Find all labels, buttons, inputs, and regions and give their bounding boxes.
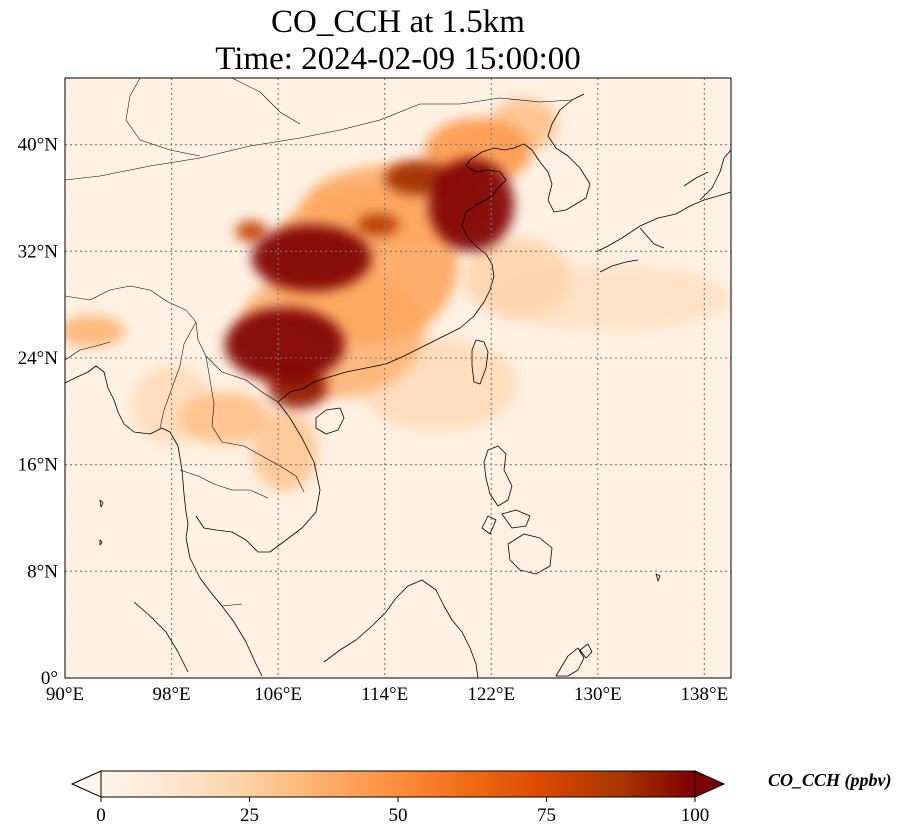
lat-tick-8: 8°N [27,561,58,582]
lat-lon-gridlines [65,78,731,678]
colorbar: 0 25 50 75 100 [70,770,726,826]
colorbar-tick-25: 25 [240,805,259,826]
colorbar-tick-0: 0 [96,805,106,826]
colorbar-ticks: 0 25 50 75 100 [96,797,709,826]
map-panel[interactable] [58,77,732,679]
lat-tick-40: 40°N [18,135,59,156]
philippines-mindanao [507,533,553,575]
plume-17 [224,307,345,382]
lon-tick-130: 130°E [574,684,622,705]
title-variable-line: CO_CCH at 1.5km [271,4,525,40]
latitude-tick-labels: 0° 8°N 16°N 24°N 32°N 40°N [18,135,59,689]
lon-tick-106: 106°E [254,684,302,705]
lat-tick-16: 16°N [18,455,59,476]
plume-18 [428,158,514,252]
political-borders [65,78,573,607]
plume-6 [178,391,272,445]
title-time-line: Time: 2024-02-09 15:00:00 [215,41,581,77]
hainan-island [315,407,345,435]
colorbar-gradient [100,770,696,798]
philippines-visayas [481,509,531,535]
philippines-luzon [483,445,513,507]
colorbar-tick-75: 75 [537,805,556,826]
borneo-coastline [323,579,479,678]
lon-tick-114: 114°E [361,684,408,705]
lon-tick-138: 138°E [681,684,729,705]
taiwan-island [471,339,489,385]
indochina-east-coastline [195,93,591,553]
colorbar-min-extension [70,770,102,798]
lon-tick-90: 90°E [46,684,84,705]
colorbar-max-extension [694,770,726,798]
coastlines-and-borders [65,78,731,678]
colorbar-tick-50: 50 [389,805,408,826]
plume-8 [65,315,125,348]
longitude-tick-labels: 90°E 98°E 106°E 114°E 122°E 130°E 138°E [46,684,728,705]
map-title: CO_CCH at 1.5km Time: 2024-02-09 15:00:0… [65,4,731,78]
plume-4 [251,411,319,492]
japan-coastline [595,149,731,273]
sumatra-coastline [133,601,189,673]
plume-16 [251,224,372,292]
concentration-field [65,98,731,492]
plume-13 [356,214,400,236]
small-islands [99,499,661,677]
lat-tick-32: 32°N [18,241,59,262]
colorbar-tick-100: 100 [681,805,710,826]
colorbar-label: CO_CCH (ppbv) [768,770,892,790]
map-frame [64,77,732,679]
lon-tick-98: 98°E [152,684,190,705]
lat-tick-24: 24°N [18,348,59,369]
plume-12 [235,220,268,242]
lon-tick-122: 122°E [467,684,515,705]
lat-tick-0: 0° [41,668,58,689]
